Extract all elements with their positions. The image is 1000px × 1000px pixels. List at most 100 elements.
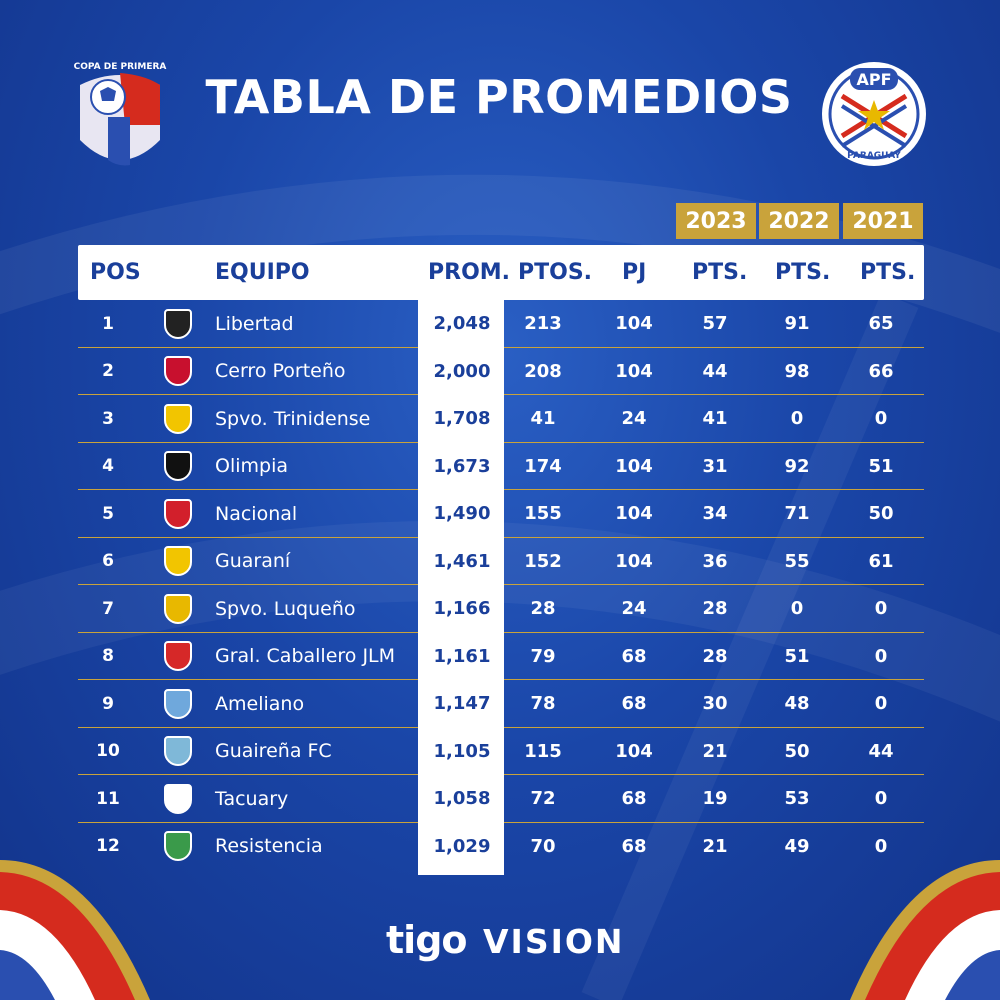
pts-2021-cell: 0 bbox=[874, 835, 888, 857]
table-row: 2 Cerro Porteño 2,000 208 104 44 98 66 bbox=[78, 348, 924, 396]
crest-shape bbox=[164, 593, 192, 624]
prom-cell: 1,708 bbox=[433, 408, 491, 430]
pj-cell: 104 bbox=[615, 455, 653, 477]
row-divider bbox=[504, 346, 924, 348]
pts-2021-cell: 50 bbox=[868, 503, 894, 525]
pts-2023-cell: 21 bbox=[702, 835, 728, 857]
row-divider bbox=[78, 631, 418, 633]
team-crest-icon bbox=[160, 348, 196, 396]
row-divider bbox=[78, 679, 418, 680]
pts-2023-cell: 31 bbox=[702, 455, 728, 477]
pj-cell: 68 bbox=[621, 788, 647, 810]
col-pts-2023-header: PTS. bbox=[692, 260, 748, 285]
position-cell: 9 bbox=[102, 693, 114, 714]
team-name-cell: Libertad bbox=[215, 312, 294, 335]
pts-2021-cell: 0 bbox=[874, 408, 888, 430]
pts-2023-cell: 19 bbox=[702, 788, 728, 810]
col-pts-2021-header: PTS. bbox=[860, 260, 916, 285]
row-divider bbox=[78, 774, 418, 775]
team-name-cell: Resistencia bbox=[215, 835, 323, 858]
team-crest-icon bbox=[160, 490, 196, 538]
row-divider bbox=[504, 441, 924, 443]
pts-2022-cell: 98 bbox=[784, 360, 810, 382]
row-divider bbox=[78, 536, 418, 538]
copa-logo-text: COPA DE PRIMERA bbox=[74, 62, 167, 72]
pts-2022-cell: 0 bbox=[790, 598, 804, 620]
position-cell: 2 bbox=[102, 361, 114, 382]
row-divider bbox=[504, 774, 924, 775]
pts-2021-cell: 66 bbox=[868, 360, 894, 382]
pts-2023-cell: 28 bbox=[702, 598, 728, 620]
table-header: POS EQUIPO PROM. PTOS. PJ PTS. PTS. PTS. bbox=[78, 245, 924, 300]
pts-2022-cell: 50 bbox=[784, 740, 810, 762]
team-name-cell: Nacional bbox=[215, 502, 298, 525]
table-row: 11 Tacuary 1,058 72 68 19 53 0 bbox=[78, 775, 924, 823]
position-cell: 12 bbox=[96, 836, 120, 857]
apf-logo: APF PARAGUAY bbox=[822, 62, 926, 166]
pts-2022-cell: 48 bbox=[784, 693, 810, 715]
ptos-cell: 70 bbox=[530, 835, 556, 857]
team-crest-icon bbox=[160, 823, 196, 871]
team-name-cell: Olimpia bbox=[215, 455, 289, 478]
row-divider bbox=[504, 536, 924, 538]
col-ptos-header: PTOS. bbox=[518, 260, 593, 285]
year-2023: 2023 bbox=[676, 203, 756, 239]
position-cell: 1 bbox=[102, 313, 114, 334]
pts-2023-cell: 30 bbox=[702, 693, 728, 715]
pts-2023-cell: 21 bbox=[702, 740, 728, 762]
row-divider bbox=[504, 394, 924, 395]
prom-cell: 1,147 bbox=[433, 693, 491, 715]
crest-shape bbox=[164, 498, 192, 529]
apf-logo-subtext: PARAGUAY bbox=[847, 151, 901, 161]
team-crest-icon bbox=[160, 443, 196, 491]
row-divider bbox=[78, 726, 418, 728]
pts-2021-cell: 0 bbox=[874, 788, 888, 810]
pj-cell: 104 bbox=[615, 503, 653, 525]
row-divider bbox=[78, 821, 418, 823]
col-pj-header: PJ bbox=[622, 260, 647, 285]
pts-2021-cell: 0 bbox=[874, 598, 888, 620]
col-pts-2022-header: PTS. bbox=[775, 260, 831, 285]
pts-2021-cell: 51 bbox=[868, 455, 894, 477]
table-row: 1 Libertad 2,048 213 104 57 91 65 bbox=[78, 300, 924, 348]
prom-cell: 1,490 bbox=[433, 503, 491, 525]
prom-cell: 2,000 bbox=[433, 360, 491, 382]
team-crest-icon bbox=[160, 633, 196, 681]
pts-2022-cell: 0 bbox=[790, 408, 804, 430]
page-title: TABLA DE PROMEDIOS bbox=[205, 70, 793, 124]
pts-2022-cell: 71 bbox=[784, 503, 810, 525]
position-cell: 8 bbox=[102, 646, 114, 667]
team-crest-icon bbox=[160, 300, 196, 348]
copa-de-primera-logo: COPA DE PRIMERA bbox=[74, 62, 167, 166]
pts-2021-cell: 44 bbox=[868, 740, 894, 762]
ptos-cell: 152 bbox=[524, 550, 562, 572]
pts-2023-cell: 28 bbox=[702, 645, 728, 667]
prom-cell: 1,029 bbox=[433, 835, 491, 857]
col-prom-header: PROM. bbox=[428, 260, 511, 285]
row-divider bbox=[504, 489, 924, 490]
col-pos-header: POS bbox=[90, 260, 141, 285]
table-row: 6 Guaraní 1,461 152 104 36 55 61 bbox=[78, 538, 924, 585]
crest-shape bbox=[164, 546, 192, 577]
crest-shape bbox=[164, 356, 192, 387]
table-row: 12 Resistencia 1,029 70 68 21 49 0 bbox=[78, 823, 924, 871]
team-crest-icon bbox=[160, 585, 196, 633]
crest-shape bbox=[164, 308, 192, 339]
ptos-cell: 72 bbox=[530, 788, 556, 810]
pts-2022-cell: 91 bbox=[784, 313, 810, 335]
row-divider bbox=[504, 679, 924, 680]
position-cell: 11 bbox=[96, 788, 120, 809]
team-name-cell: Tacuary bbox=[215, 787, 289, 810]
team-name-cell: Cerro Porteño bbox=[215, 360, 346, 383]
team-crest-icon bbox=[160, 728, 196, 776]
apf-logo-text: APF bbox=[856, 70, 891, 89]
pj-cell: 104 bbox=[615, 550, 653, 572]
team-crest-icon bbox=[160, 395, 196, 443]
prom-cell: 2,048 bbox=[433, 313, 491, 335]
ptos-cell: 41 bbox=[530, 408, 556, 430]
prom-cell: 1,673 bbox=[433, 455, 491, 477]
row-divider bbox=[504, 726, 924, 728]
pj-cell: 24 bbox=[621, 408, 647, 430]
team-crest-icon bbox=[160, 680, 196, 728]
ptos-cell: 213 bbox=[524, 313, 562, 335]
